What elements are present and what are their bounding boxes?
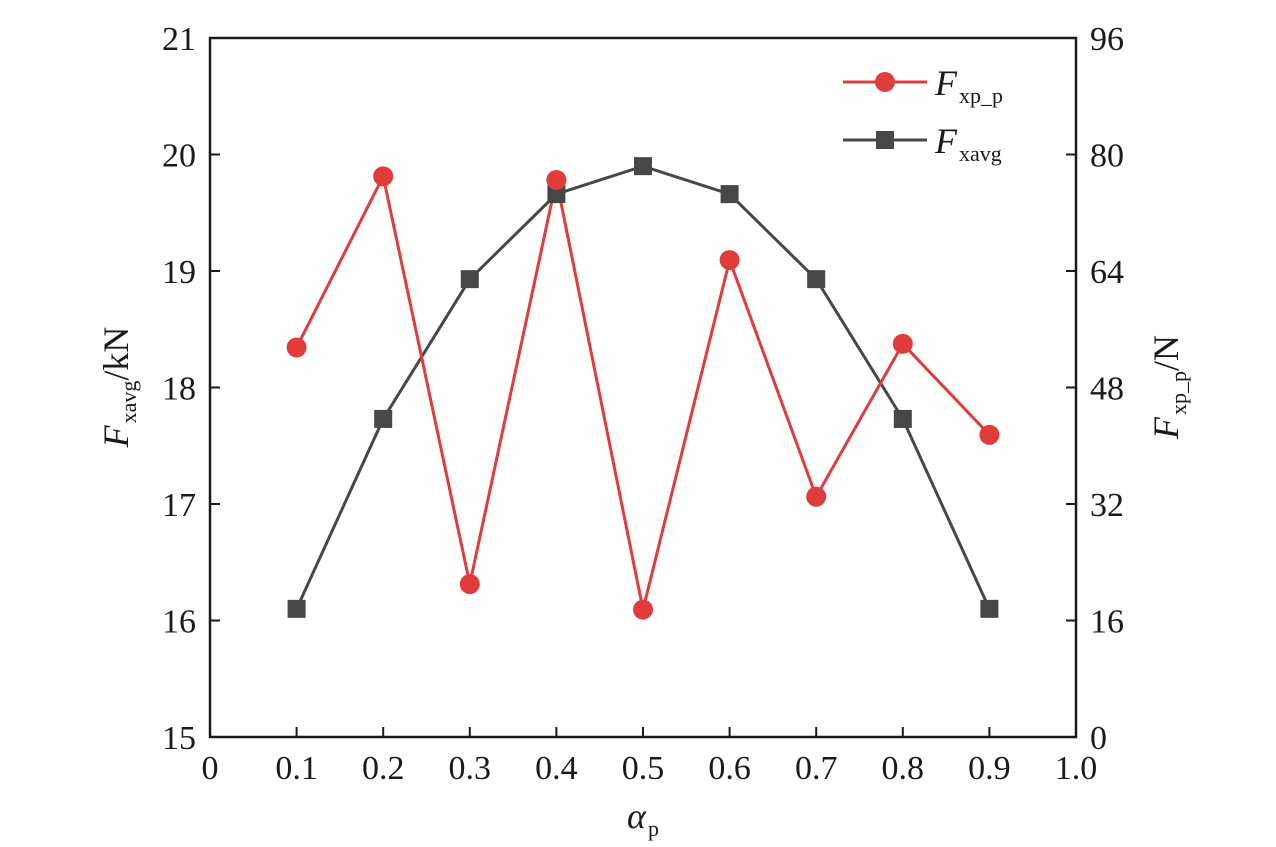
legend-item-fxp-p: Fxp_p (843, 63, 1003, 108)
x-tick-label-5: 0.5 (622, 750, 665, 787)
point-xp-p-4 (633, 599, 653, 620)
y-right-tick-label-3: 48 (1090, 371, 1124, 408)
point-xavg-2 (460, 270, 479, 289)
y-axis-left-label-sub: xavg (116, 381, 141, 424)
y-left-tick-label-0: 15 (162, 720, 196, 757)
y-right-tick-label-4: 64 (1090, 254, 1124, 291)
y-axis-right-label-sub: xp_p (1166, 371, 1191, 415)
x-axis-label-sub: p (648, 816, 659, 841)
point-xavg-6 (807, 270, 826, 289)
y-axis-left-label-main: F (96, 424, 136, 448)
ticks (209, 37, 1077, 738)
legend-marker-fxp-p (875, 72, 895, 92)
series-line-xavg (295, 164, 991, 610)
y-left-tick-label-6: 21 (162, 21, 196, 58)
y-right-tick-label-1: 16 (1090, 604, 1124, 641)
point-xp-p-2 (459, 574, 480, 595)
series-lines (295, 164, 991, 610)
point-xavg-1 (374, 409, 393, 428)
legend-item-fxavg: Fxavg (843, 121, 1002, 166)
x-axis-label: αp (627, 796, 659, 841)
point-xavg-4 (634, 157, 652, 176)
point-xp-p-3 (546, 169, 567, 190)
y-left-tick-label-2: 17 (162, 487, 196, 524)
x-tick-label-2: 0.2 (362, 750, 405, 787)
point-xp-p-0 (286, 337, 307, 358)
point-xp-p-8 (979, 424, 1000, 445)
point-xp-p-5 (719, 250, 740, 271)
y-axis-left-label-unit: /kN (96, 327, 136, 381)
x-tick-label-10: 1.0 (1055, 750, 1098, 787)
x-axis-label-main: α (627, 796, 647, 836)
x-tick-label-9: 0.9 (968, 750, 1011, 787)
point-xp-p-7 (892, 333, 913, 354)
y-right-tick-label-5: 80 (1090, 138, 1124, 175)
x-tick-label-6: 0.6 (708, 750, 751, 787)
x-tick-label-4: 0.4 (535, 750, 578, 787)
y-right-tick-label-0: 0 (1090, 720, 1107, 757)
y-left-tick-label-1: 16 (162, 604, 196, 641)
legend-marker-fxavg (876, 131, 894, 149)
point-xavg-8 (980, 599, 999, 618)
x-tick-label-7: 0.7 (795, 750, 838, 787)
x-tick-label-1: 0.1 (275, 750, 318, 787)
y-axis-right-label: Fxp_p/N (1146, 335, 1191, 440)
legend-label-fxavg: Fxavg (934, 121, 1002, 166)
tick-labels: 0 0.1 0.2 0.3 0.4 0.5 0.6 0.7 0.8 0.9 1.0 15 16 17 18 1… (162, 21, 1124, 787)
x-tick-label-3: 0.3 (449, 750, 492, 787)
y-axis-left-label: Fxavg/kN (96, 327, 141, 449)
x-tick-label-8: 0.8 (882, 750, 925, 787)
series-markers (286, 157, 1000, 620)
point-xp-p-1 (373, 166, 394, 187)
y-left-tick-label-3: 18 (162, 371, 196, 408)
point-xavg-5 (720, 185, 739, 204)
y-left-tick-label-4: 19 (162, 254, 196, 291)
point-xavg-3 (547, 185, 566, 204)
x-tick-label-0: 0 (202, 750, 219, 787)
legend: Fxp_p Fxavg (843, 63, 1003, 166)
legend-label-fxp-p: Fxp_p (934, 63, 1003, 108)
point-xp-p-6 (806, 486, 827, 507)
y-axis-right-label-main: F (1146, 416, 1186, 440)
point-xavg-0 (287, 599, 306, 618)
y-left-tick-label-5: 20 (162, 138, 196, 175)
y-right-tick-label-2: 32 (1090, 487, 1124, 524)
y-right-tick-label-6: 96 (1090, 21, 1124, 58)
y-axis-right-label-unit: /N (1146, 335, 1186, 371)
point-xavg-7 (893, 409, 912, 428)
